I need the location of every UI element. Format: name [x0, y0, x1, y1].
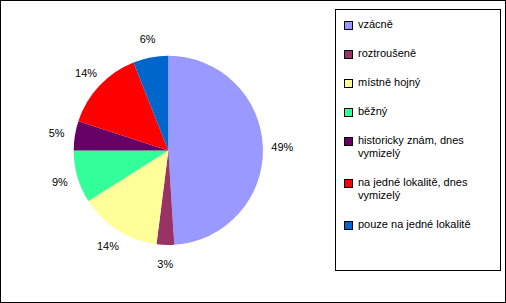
html-text:vzácně: vzácně	[358, 18, 393, 30]
svg-text:5%: 5%	[49, 127, 65, 139]
svg-text:6%: 6%	[140, 33, 156, 45]
html-text:pouze na jedné lokalitě: pouze na jedné lokalitě	[358, 218, 471, 230]
html-text:historicky znám, dnes vymizelý: historicky znám, dnes vymizelý	[358, 134, 464, 159]
svg-text:49%: 49%	[271, 141, 293, 153]
svg-text:14%: 14%	[75, 67, 97, 79]
html-text:na jedné lokalitě, dnes vymize: na jedné lokalitě, dnes vymizelý	[358, 176, 468, 201]
html-text:roztroušeně: roztroušeně	[358, 47, 417, 59]
svg-text:3%: 3%	[157, 258, 173, 270]
svg-text:9%: 9%	[52, 176, 68, 188]
svg-text:14%: 14%	[97, 240, 119, 252]
html-text:běžný: běžný	[358, 105, 388, 117]
html-text:místně hojný: místně hojný	[358, 76, 421, 88]
